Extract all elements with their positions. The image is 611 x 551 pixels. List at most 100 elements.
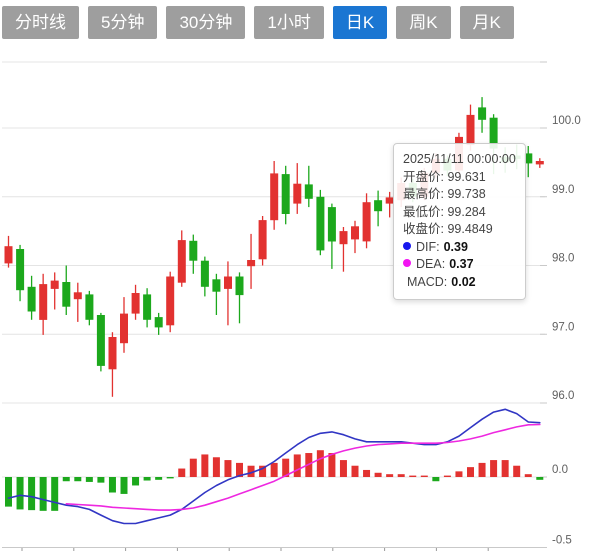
macd-histogram-bar [397,474,405,477]
candle-body [327,207,336,242]
macd-histogram-bar [443,475,451,477]
candle[interactable] [316,189,325,256]
candle-body [200,260,209,287]
candle[interactable] [270,161,279,230]
candle-body [316,196,325,251]
candle[interactable] [524,146,533,178]
candle[interactable] [247,233,256,289]
candle-body [96,315,105,366]
macd-histogram-bar [339,460,347,477]
open-value: 99.631 [447,169,486,184]
candle[interactable] [120,297,128,353]
macd-histogram-bar [501,460,509,477]
candle[interactable] [189,234,198,274]
candle[interactable] [374,190,383,227]
candle[interactable] [212,273,221,315]
candle-body [489,117,498,149]
timeframe-tab-6[interactable]: 周K [396,6,451,39]
macd-label: MACD: [407,274,448,289]
candle-body [143,294,152,320]
candle-body [16,249,25,291]
candle-body [62,282,71,307]
macd-histogram-bar [420,475,428,477]
candle[interactable] [96,312,105,372]
dea-line [65,423,541,511]
candle[interactable] [200,256,209,297]
macd-axis-label: 0.0 [552,464,568,476]
price-axis-label: 98.0 [552,253,574,265]
candle[interactable] [73,282,82,322]
candle[interactable] [293,163,302,214]
candle[interactable] [362,193,371,249]
dea-bullet-icon [403,259,411,267]
candle-body [27,286,36,312]
candle[interactable] [16,244,25,302]
candle[interactable] [27,275,36,320]
candle[interactable] [351,220,359,254]
macd-histogram-bar [39,477,47,511]
timeframe-tab-7[interactable]: 月K [459,6,514,39]
candle[interactable] [235,272,244,324]
macd-histogram-bar [351,465,359,477]
price-axis-label: 100.0 [552,115,581,127]
tooltip-dif-row: DIF: 0.39 [403,239,516,257]
tooltip-close-row: 收盘价: 99.4849 [403,221,516,239]
macd-histogram-bar [62,477,70,482]
timeframe-tab-4[interactable]: 1小时 [254,6,324,39]
candle[interactable] [177,230,186,287]
timeframe-tab-1[interactable]: 分时线 [2,6,79,39]
macd-histogram-bar [236,462,243,477]
price-axis-label: 97.0 [552,321,574,333]
candle[interactable] [281,165,290,225]
macd-histogram-bar [467,467,474,477]
high-label: 最高价: [403,187,444,201]
macd-histogram-bar [120,477,128,494]
candle-body [535,161,544,165]
macd-histogram-bar [5,477,12,507]
macd-histogram-bar [490,460,498,477]
macd-histogram-bar [409,475,417,477]
candle-body [154,317,163,328]
close-value: 99.4849 [447,222,493,236]
tooltip-open-row: 开盘价: 99.631 [403,169,516,187]
macd-histogram-bar [212,457,220,477]
candle[interactable] [62,265,71,316]
candle-body [177,240,186,283]
candle[interactable] [166,271,175,333]
macd-histogram-bar [455,471,463,477]
macd-histogram-bar [247,465,255,477]
candle[interactable] [327,203,336,269]
timeframe-tab-2[interactable]: 5分钟 [88,6,158,39]
candle[interactable] [108,332,117,397]
candle[interactable] [304,165,313,208]
macd-histogram-bar [74,477,82,482]
candle[interactable] [131,284,140,320]
candle[interactable] [85,290,94,326]
candle[interactable] [50,272,59,310]
candle-body [166,276,175,326]
candle[interactable] [478,97,487,133]
macd-histogram-bar [166,477,174,479]
candle[interactable] [224,261,232,326]
macd-histogram-bar [224,460,232,477]
candle-body [235,276,244,296]
candle[interactable] [143,288,152,328]
price-axis-label: 99.0 [552,184,574,196]
dea-value: 0.37 [449,257,474,271]
candle-body [120,313,128,344]
candle-body [73,292,82,300]
candle[interactable] [154,312,163,335]
candle[interactable] [385,191,394,218]
macd-histogram-bar [293,454,301,477]
candle[interactable] [39,273,48,335]
macd-histogram-bar [316,450,324,477]
candle[interactable] [258,216,267,266]
candle-body [351,226,359,240]
tooltip-macd-row: MACD: 0.02 [403,274,516,292]
macd-histogram-bar [536,477,544,480]
candle[interactable] [4,235,13,268]
timeframe-tab-3[interactable]: 30分钟 [166,6,246,39]
candle[interactable] [339,227,348,272]
candle[interactable] [535,158,544,168]
timeframe-tab-5[interactable]: 日K [332,6,388,39]
